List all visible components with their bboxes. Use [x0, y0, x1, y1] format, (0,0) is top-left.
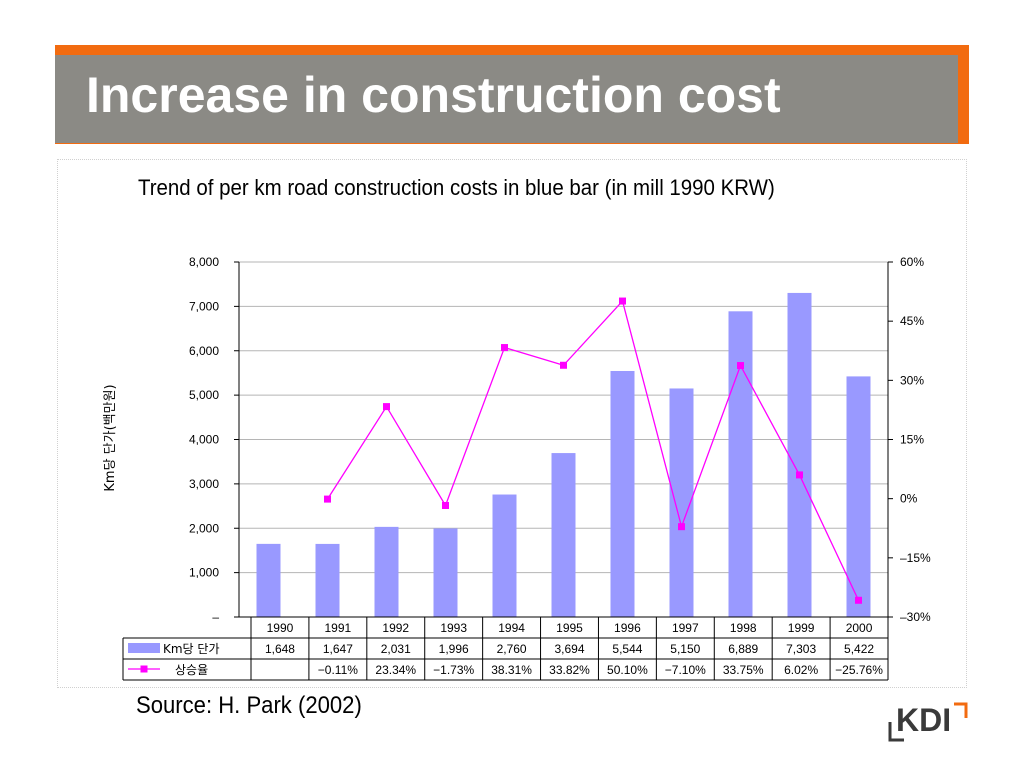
rate-value-label: −1.73% [433, 663, 474, 677]
rate-point-1994 [501, 344, 508, 352]
bar-value-label: 2,760 [497, 642, 527, 656]
y-tick-label-left: 8,000 [189, 255, 219, 269]
bar-value-label: 2,031 [381, 642, 411, 656]
rate-value-label: 33.82% [549, 663, 590, 677]
rate-value-label: 23.34% [375, 663, 416, 677]
y-tick-label-left: 3,000 [189, 477, 219, 491]
bar-value-label: 1,996 [439, 642, 469, 656]
bar-1990 [256, 543, 281, 617]
y-tick-label-left: 6,000 [189, 344, 219, 358]
bar-1999 [787, 292, 812, 617]
rate-point-1993 [442, 501, 449, 509]
source-note: Source: H. Park (2002) [136, 692, 362, 719]
rate-value-label: 33.75% [723, 663, 764, 677]
x-tick-label: 1996 [614, 621, 641, 635]
bar-value-label: 5,150 [670, 642, 700, 656]
rate-value-label: 6.02% [784, 663, 818, 677]
x-tick-label: 2000 [846, 621, 873, 635]
x-tick-label: 1990 [267, 621, 294, 635]
bar-1998 [728, 311, 753, 617]
y-tick-label-left: 4,000 [189, 433, 219, 447]
y-tick-label-left: 2,000 [189, 521, 219, 535]
legend-line-marker [140, 665, 148, 673]
y-tick-label-left: 7,000 [189, 299, 219, 313]
chart-title: Trend of per km road construction costs … [138, 175, 775, 200]
bar-1991 [315, 543, 340, 617]
rate-value-label: 38.31% [491, 663, 532, 677]
x-tick-label: 1991 [325, 621, 352, 635]
kdi-logo [888, 702, 968, 742]
bar-value-label: 5,544 [612, 642, 642, 656]
title-bar [55, 55, 958, 143]
legend-bar-swatch [128, 643, 160, 653]
rate-value-label: −25.76% [835, 663, 883, 677]
y-tick-label-left: – [212, 610, 219, 624]
chart-frame [57, 159, 967, 688]
x-tick-label: 1995 [556, 621, 583, 635]
y-tick-label-left: 5,000 [189, 388, 219, 402]
x-tick-label: 1999 [788, 621, 815, 635]
rate-point-1997 [678, 523, 685, 531]
bar-value-label: 1,648 [265, 642, 295, 656]
rate-point-2000 [855, 596, 862, 604]
slide-title: Increase in construction cost [86, 67, 781, 123]
rate-value-label: −0.11% [318, 663, 358, 677]
bar-1993 [433, 528, 458, 617]
rate-point-1992 [383, 403, 390, 411]
x-tick-label: 1992 [382, 621, 409, 635]
y-tick-label-right: –30% [900, 610, 931, 624]
rate-point-1995 [560, 361, 567, 369]
rate-line [326, 299, 860, 601]
bar-value-label: 1,647 [323, 642, 353, 656]
bar-1995 [551, 453, 576, 617]
y-tick-label-right: 60% [900, 255, 924, 269]
rate-point-1991 [324, 495, 331, 503]
bar-value-label: 7,303 [786, 642, 816, 656]
bar-value-label: 6,889 [728, 642, 758, 656]
bar-1996 [610, 370, 635, 617]
x-tick-label: 1994 [498, 621, 525, 635]
bar-value-label: 3,694 [554, 642, 584, 656]
bar-2000 [846, 376, 871, 617]
bar-1992 [374, 526, 399, 617]
y-tick-label-right: –15% [900, 551, 931, 565]
x-tick-label: 1998 [730, 621, 757, 635]
rate-value-label: −7.10% [665, 663, 706, 677]
y-tick-label-right: 30% [900, 373, 924, 387]
rate-point-1996 [619, 297, 626, 305]
rate-point-1999 [796, 471, 803, 479]
rate-value-label: 50.10% [607, 663, 648, 677]
legend-bar-label: Km당 단가 [163, 642, 220, 656]
y-axis-title: Km당 단가(백만원) [103, 384, 118, 491]
y-tick-label-right: 45% [900, 314, 924, 328]
rate-point-1998 [737, 362, 744, 370]
bar-value-label: 5,422 [844, 642, 874, 656]
bar-1994 [492, 494, 517, 617]
kdi-logo-text: KDI [896, 702, 952, 738]
y-tick-label-left: 1,000 [189, 566, 219, 580]
y-tick-label-right: 0% [900, 492, 918, 506]
legend-line-label: 상승율 [175, 663, 208, 677]
bar-1997 [669, 388, 694, 617]
x-tick-label: 1997 [672, 621, 699, 635]
x-tick-label: 1993 [440, 621, 467, 635]
y-tick-label-right: 15% [900, 433, 924, 447]
